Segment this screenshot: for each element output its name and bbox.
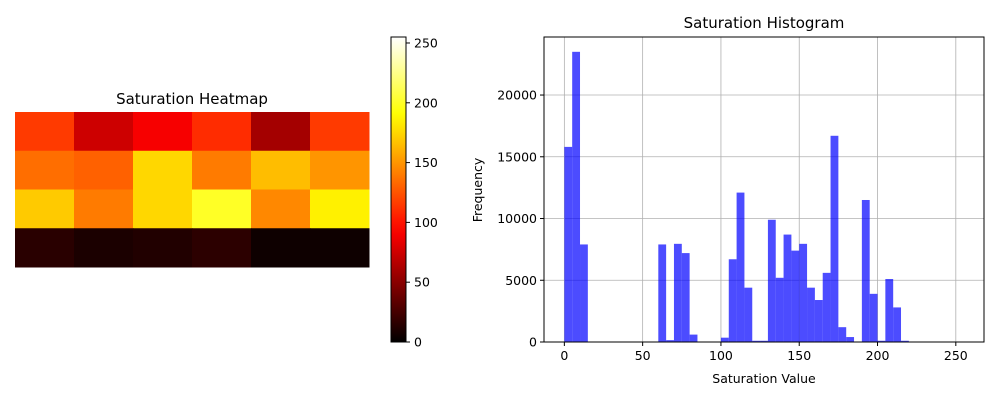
histogram-bar <box>658 244 667 342</box>
y-tick-label: 0 <box>529 335 537 350</box>
histogram-panel: Saturation Histogram 0 50 100 150 200 250 0 500… <box>470 14 985 386</box>
heatmap-cell <box>133 189 193 229</box>
heatmap-cell <box>310 228 370 268</box>
histogram-bar <box>791 250 800 342</box>
histogram-bar <box>775 277 784 342</box>
y-tick-label: 5000 <box>505 273 537 288</box>
histogram-bar <box>869 293 878 342</box>
heatmap-cell <box>251 112 311 152</box>
histogram-bar <box>572 51 581 343</box>
heatmap-cell <box>133 150 193 190</box>
y-tick-label: 10000 <box>497 211 537 226</box>
colorbar-tick-label: 150 <box>414 155 438 170</box>
y-axis-label: Frequency <box>470 157 485 222</box>
colorbar: 0 50 100 150 200 250 <box>390 35 438 350</box>
histogram-bar <box>885 279 894 342</box>
colorbar-tick-label: 200 <box>414 95 438 110</box>
heatmap-cell <box>192 228 252 268</box>
histogram-bar <box>689 334 698 342</box>
colorbar-gradient <box>390 36 407 343</box>
histogram-bars <box>564 51 909 343</box>
heatmap-cell <box>192 112 252 152</box>
colorbar-tick-label: 100 <box>414 215 438 230</box>
heatmap-cell <box>15 112 75 152</box>
histogram-bar <box>877 340 886 342</box>
histogram-bar <box>673 243 682 342</box>
histogram-bar <box>736 192 745 342</box>
colorbar-tick-label: 50 <box>414 275 430 290</box>
histogram-bar <box>814 300 823 342</box>
heatmap-cell <box>192 150 252 190</box>
heatmap-cell <box>15 228 75 268</box>
x-tick-label: 150 <box>787 348 811 363</box>
histogram-title: Saturation Histogram <box>684 14 845 32</box>
x-tick-label: 200 <box>866 348 890 363</box>
heatmap-cell <box>251 189 311 229</box>
heatmap-cell <box>74 112 134 152</box>
heatmap-title: Saturation Heatmap <box>116 90 268 108</box>
heatmap-cell <box>192 189 252 229</box>
heatmap-cell <box>251 150 311 190</box>
histogram-bar <box>564 146 573 342</box>
histogram-bar <box>681 253 690 342</box>
histogram-bar <box>744 287 753 342</box>
heatmap-cell <box>251 228 311 268</box>
histogram-bar <box>822 272 831 342</box>
histogram-bar <box>783 234 792 342</box>
histogram-bar <box>861 199 870 342</box>
heatmap-cell <box>310 150 370 190</box>
heatmap-cell <box>74 228 134 268</box>
heatmap-cell <box>133 112 193 152</box>
x-tick-label: 100 <box>709 348 733 363</box>
histogram-bar <box>760 340 768 342</box>
histogram-bar <box>799 243 808 342</box>
histogram-bar <box>752 340 761 342</box>
x-tick-label: 0 <box>560 348 568 363</box>
heatmap-cell <box>74 189 134 229</box>
histogram-bar <box>830 135 839 342</box>
x-axis-label: Saturation Value <box>712 371 816 386</box>
heatmap-cell <box>310 112 370 152</box>
x-tick-label: 250 <box>944 348 968 363</box>
histogram-bar <box>720 337 729 342</box>
heatmap-cell <box>74 150 134 190</box>
heatmap-cell <box>15 150 75 190</box>
heatmap-cell <box>310 189 370 229</box>
histogram-grid <box>544 37 984 343</box>
histogram-bar <box>580 244 588 342</box>
histogram-frame <box>543 36 985 343</box>
y-tick-label: 15000 <box>497 149 537 164</box>
histogram-bar <box>846 337 855 342</box>
heatmap-cell <box>133 228 193 268</box>
y-tick-label: 20000 <box>497 88 537 103</box>
heatmap-panel: Saturation Heatmap 0 50 100 150 200 250 <box>15 35 438 350</box>
colorbar-tick-label: 0 <box>414 335 422 350</box>
histogram-bar <box>807 287 815 342</box>
histogram-bar <box>666 340 674 342</box>
histogram-bar <box>767 219 776 342</box>
heatmap-cell <box>15 189 75 229</box>
histogram-bar <box>893 307 902 342</box>
histogram-bar <box>728 259 737 342</box>
histogram-bar <box>838 327 847 342</box>
colorbar-tick-label: 250 <box>414 35 438 50</box>
histogram-ticks: 0 50 100 150 200 250 0 5000 10000 15000 20000 <box>497 88 968 363</box>
histogram-bar <box>901 340 909 342</box>
x-tick-label: 50 <box>635 348 651 363</box>
heatmap-cells <box>15 112 370 268</box>
